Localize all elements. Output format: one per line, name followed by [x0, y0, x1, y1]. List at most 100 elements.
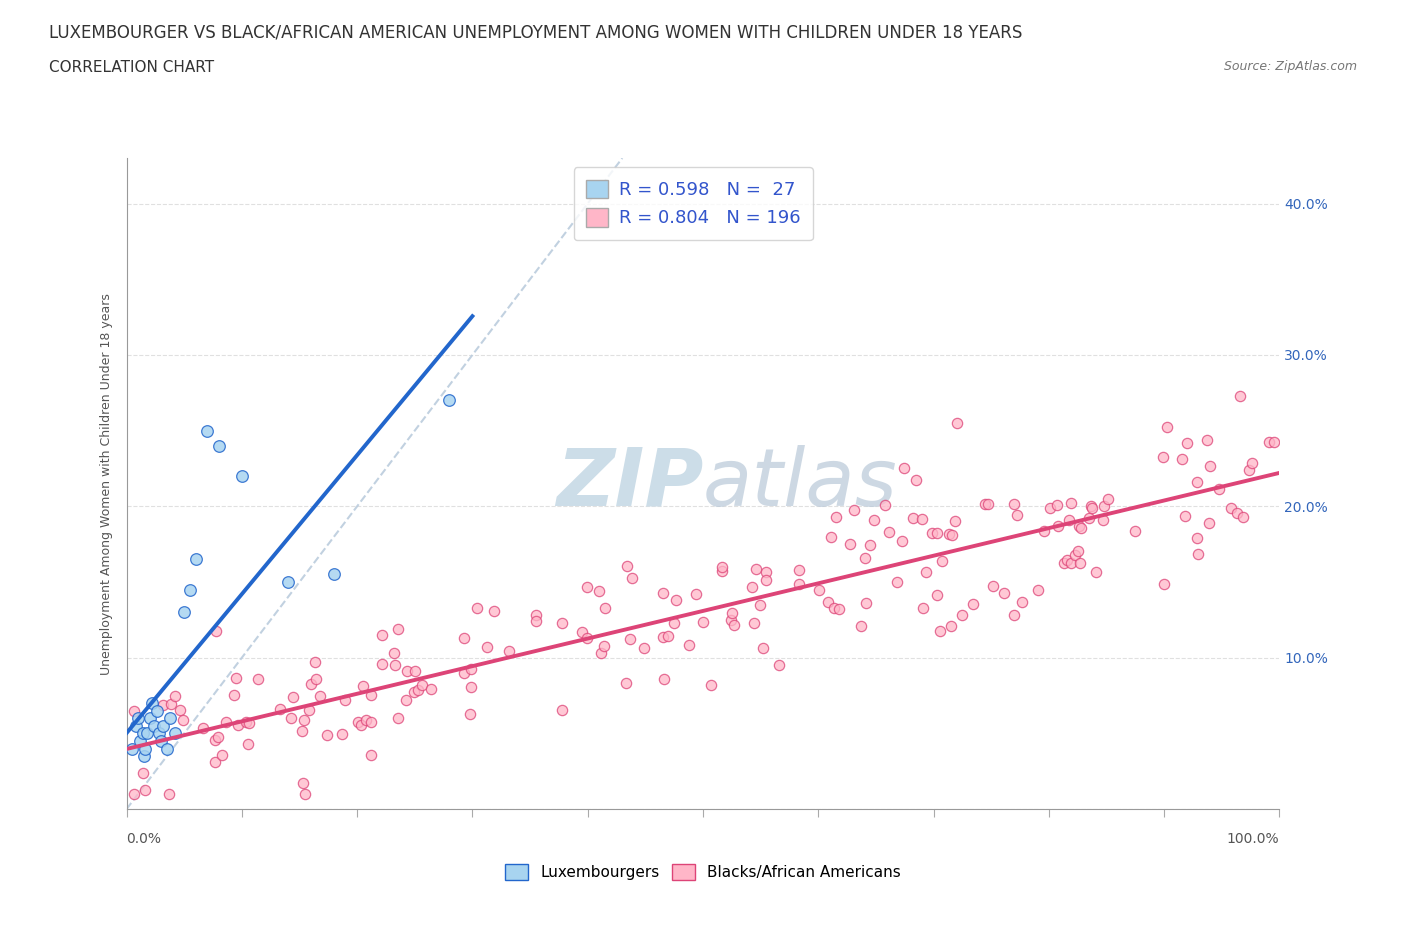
- Point: [720, 612, 742, 627]
- Point: [745, 562, 768, 577]
- Point: [387, 711, 409, 725]
- Point: [700, 678, 723, 693]
- Point: [1174, 509, 1197, 524]
- Point: [1094, 498, 1116, 513]
- Point: [335, 693, 357, 708]
- Point: [808, 582, 831, 597]
- Point: [294, 787, 316, 802]
- Point: [395, 693, 418, 708]
- Point: [927, 587, 949, 602]
- Point: [179, 582, 201, 597]
- Point: [890, 533, 912, 548]
- Point: [905, 472, 928, 487]
- Point: [129, 734, 152, 749]
- Text: CORRELATION CHART: CORRELATION CHART: [49, 60, 214, 75]
- Text: atlas: atlas: [703, 445, 898, 523]
- Point: [1067, 543, 1090, 558]
- Point: [360, 687, 382, 702]
- Point: [927, 525, 949, 540]
- Point: [453, 665, 475, 680]
- Text: LUXEMBOURGER VS BLACK/AFRICAN AMERICAN UNEMPLOYMENT AMONG WOMEN WITH CHILDREN UN: LUXEMBOURGER VS BLACK/AFRICAN AMERICAN U…: [49, 23, 1022, 41]
- Point: [962, 597, 984, 612]
- Point: [292, 776, 315, 790]
- Point: [460, 661, 482, 676]
- Point: [482, 604, 505, 618]
- Point: [420, 682, 443, 697]
- Point: [226, 717, 249, 732]
- Point: [281, 690, 304, 705]
- Point: [460, 680, 482, 695]
- Point: [1078, 511, 1101, 525]
- Point: [571, 624, 593, 639]
- Point: [592, 639, 614, 654]
- Point: [824, 510, 846, 525]
- Point: [619, 631, 641, 646]
- Point: [652, 630, 675, 644]
- Point: [943, 513, 966, 528]
- Point: [950, 608, 973, 623]
- Point: [921, 526, 943, 541]
- Point: [823, 601, 845, 616]
- Point: [382, 645, 405, 660]
- Point: [163, 688, 186, 703]
- Text: 0.0%: 0.0%: [127, 832, 162, 846]
- Point: [1153, 577, 1175, 591]
- Point: [299, 677, 322, 692]
- Point: [1187, 474, 1209, 489]
- Point: [291, 724, 314, 739]
- Point: [588, 584, 610, 599]
- Point: [1175, 435, 1198, 450]
- Point: [138, 711, 160, 725]
- Point: [741, 579, 763, 594]
- Point: [662, 616, 685, 631]
- Point: [132, 765, 155, 780]
- Point: [928, 624, 950, 639]
- Point: [862, 512, 884, 527]
- Point: [143, 718, 166, 733]
- Point: [1069, 556, 1091, 571]
- Point: [1011, 594, 1033, 609]
- Point: [1063, 547, 1085, 562]
- Point: [332, 727, 354, 742]
- Point: [439, 392, 461, 407]
- Point: [633, 641, 655, 656]
- Point: [839, 537, 862, 551]
- Point: [1060, 555, 1083, 570]
- Point: [710, 560, 733, 575]
- Point: [1002, 497, 1025, 512]
- Point: [1069, 518, 1091, 533]
- Point: [591, 645, 613, 660]
- Point: [755, 565, 778, 579]
- Point: [1007, 508, 1029, 523]
- Point: [387, 621, 409, 636]
- Point: [308, 689, 330, 704]
- Point: [1156, 419, 1178, 434]
- Point: [886, 574, 908, 589]
- Point: [524, 607, 547, 622]
- Point: [755, 573, 778, 588]
- Point: [136, 726, 159, 741]
- Point: [787, 562, 810, 577]
- Point: [1026, 582, 1049, 597]
- Point: [1081, 500, 1104, 515]
- Point: [616, 559, 638, 574]
- Point: [692, 615, 714, 630]
- Point: [207, 730, 229, 745]
- Point: [941, 527, 963, 542]
- Text: Source: ZipAtlas.com: Source: ZipAtlas.com: [1223, 60, 1357, 73]
- Point: [893, 460, 915, 475]
- Point: [1239, 462, 1261, 477]
- Point: [238, 716, 260, 731]
- Point: [159, 697, 181, 711]
- Legend: Luxembourgers, Blacks/African Americans: Luxembourgers, Blacks/African Americans: [499, 857, 907, 886]
- Point: [404, 664, 426, 679]
- Point: [752, 641, 775, 656]
- Point: [148, 726, 170, 741]
- Point: [652, 671, 675, 686]
- Point: [1226, 506, 1249, 521]
- Point: [131, 726, 153, 741]
- Point: [614, 676, 637, 691]
- Point: [1195, 432, 1218, 447]
- Point: [910, 512, 932, 526]
- Point: [384, 658, 406, 672]
